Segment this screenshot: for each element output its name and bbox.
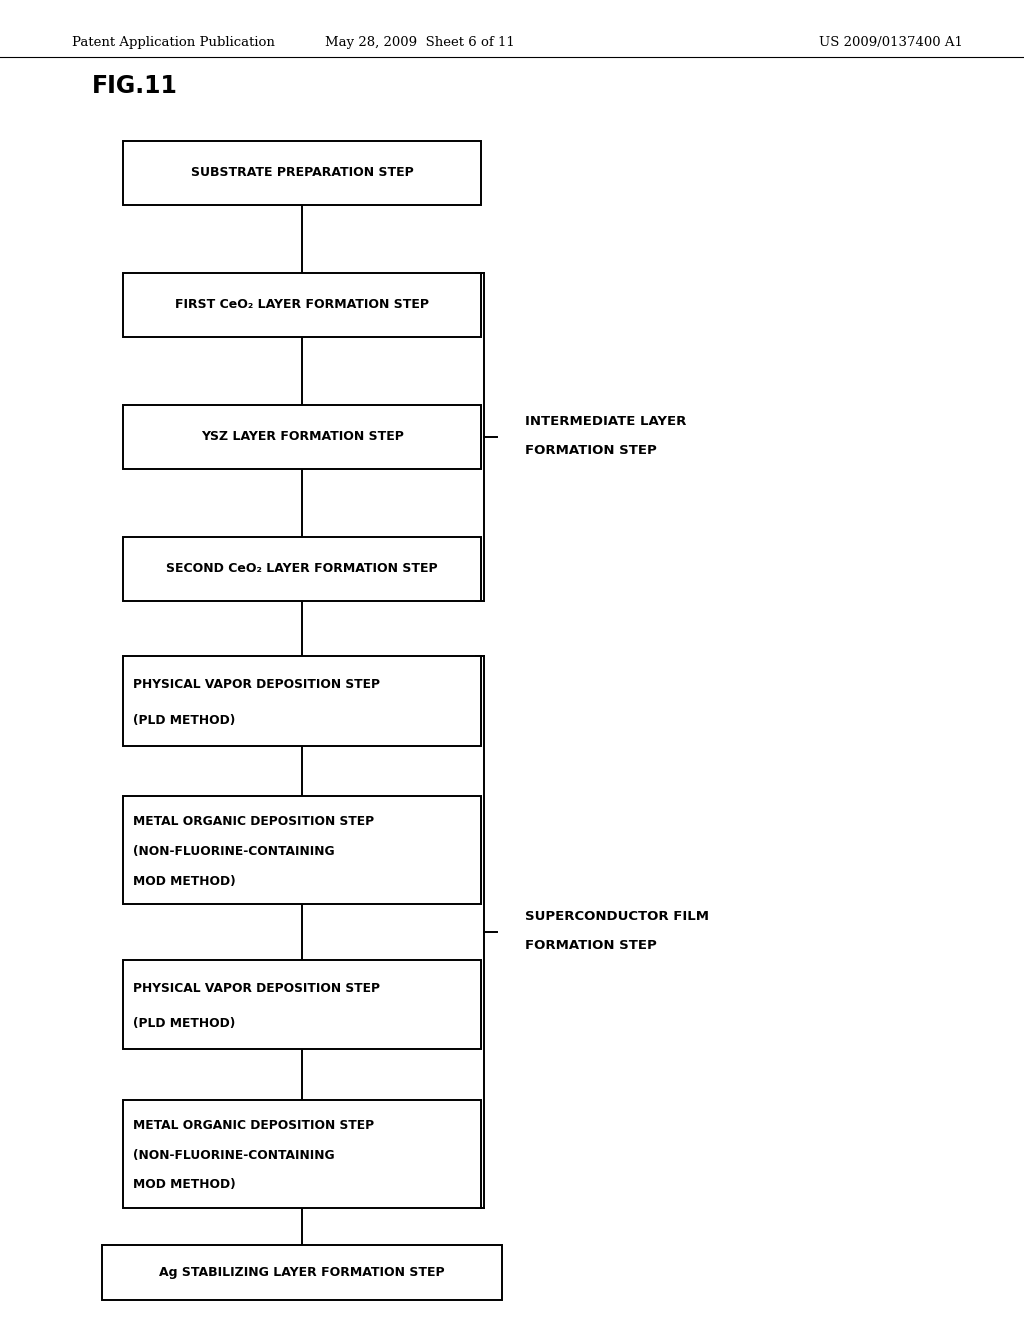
Text: FORMATION STEP: FORMATION STEP bbox=[525, 444, 657, 457]
Text: FORMATION STEP: FORMATION STEP bbox=[525, 939, 657, 952]
Text: Patent Application Publication: Patent Application Publication bbox=[72, 36, 274, 49]
FancyBboxPatch shape bbox=[123, 537, 481, 601]
FancyBboxPatch shape bbox=[123, 1100, 481, 1208]
Text: US 2009/0137400 A1: US 2009/0137400 A1 bbox=[819, 36, 964, 49]
Text: SUBSTRATE PREPARATION STEP: SUBSTRATE PREPARATION STEP bbox=[190, 166, 414, 180]
FancyBboxPatch shape bbox=[123, 656, 481, 746]
Text: METAL ORGANIC DEPOSITION STEP: METAL ORGANIC DEPOSITION STEP bbox=[133, 814, 374, 828]
Text: (PLD METHOD): (PLD METHOD) bbox=[133, 714, 236, 726]
Text: Ag STABILIZING LAYER FORMATION STEP: Ag STABILIZING LAYER FORMATION STEP bbox=[160, 1266, 444, 1279]
Text: PHYSICAL VAPOR DEPOSITION STEP: PHYSICAL VAPOR DEPOSITION STEP bbox=[133, 678, 380, 690]
Text: (PLD METHOD): (PLD METHOD) bbox=[133, 1018, 236, 1030]
FancyBboxPatch shape bbox=[123, 796, 481, 904]
Text: INTERMEDIATE LAYER: INTERMEDIATE LAYER bbox=[525, 414, 687, 428]
Text: PHYSICAL VAPOR DEPOSITION STEP: PHYSICAL VAPOR DEPOSITION STEP bbox=[133, 982, 380, 994]
Text: SECOND CeO₂ LAYER FORMATION STEP: SECOND CeO₂ LAYER FORMATION STEP bbox=[166, 562, 438, 576]
Text: (NON-FLUORINE-CONTAINING: (NON-FLUORINE-CONTAINING bbox=[133, 845, 335, 858]
FancyBboxPatch shape bbox=[123, 273, 481, 337]
FancyBboxPatch shape bbox=[123, 960, 481, 1049]
FancyBboxPatch shape bbox=[123, 141, 481, 205]
FancyBboxPatch shape bbox=[123, 405, 481, 469]
Text: (NON-FLUORINE-CONTAINING: (NON-FLUORINE-CONTAINING bbox=[133, 1148, 335, 1162]
Text: FIRST CeO₂ LAYER FORMATION STEP: FIRST CeO₂ LAYER FORMATION STEP bbox=[175, 298, 429, 312]
Text: METAL ORGANIC DEPOSITION STEP: METAL ORGANIC DEPOSITION STEP bbox=[133, 1118, 374, 1131]
Text: SUPERCONDUCTOR FILM: SUPERCONDUCTOR FILM bbox=[525, 909, 710, 923]
Text: May 28, 2009  Sheet 6 of 11: May 28, 2009 Sheet 6 of 11 bbox=[325, 36, 515, 49]
Text: MOD METHOD): MOD METHOD) bbox=[133, 1179, 236, 1192]
FancyBboxPatch shape bbox=[102, 1245, 502, 1300]
Text: MOD METHOD): MOD METHOD) bbox=[133, 875, 236, 888]
Text: YSZ LAYER FORMATION STEP: YSZ LAYER FORMATION STEP bbox=[201, 430, 403, 444]
Text: FIG.11: FIG.11 bbox=[92, 74, 178, 98]
